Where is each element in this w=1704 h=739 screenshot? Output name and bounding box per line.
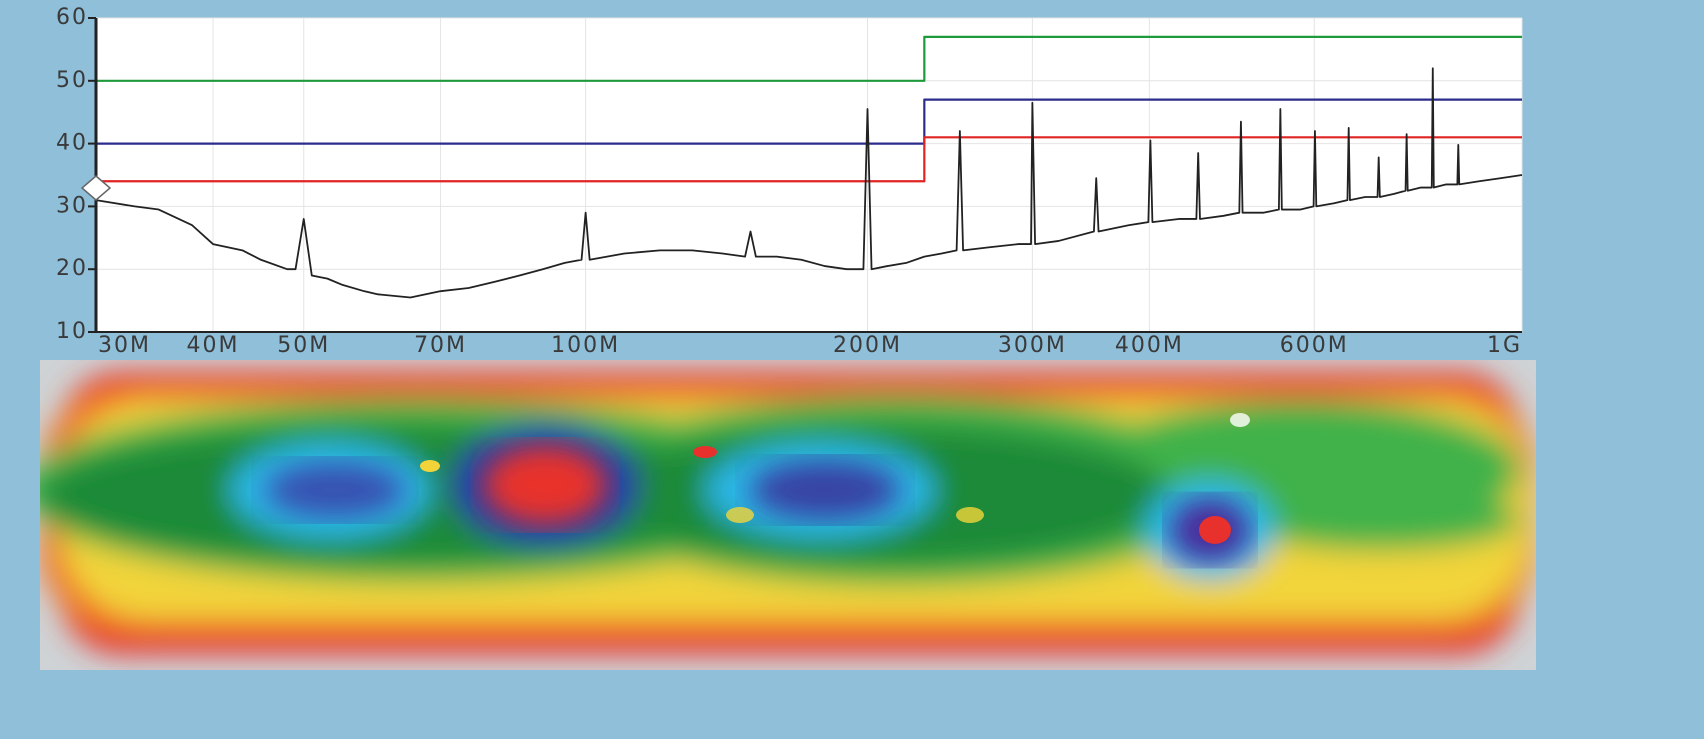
x-tick-label: 200M — [833, 333, 902, 358]
x-tick-label: 400M — [1115, 333, 1184, 358]
x-tick-label: 600M — [1280, 333, 1349, 358]
y-tick-label: 30 — [56, 193, 88, 218]
level-marker — [80, 175, 112, 201]
series-line — [96, 98, 1522, 145]
y-tick-label: 40 — [56, 131, 88, 156]
x-tick-label: 300M — [998, 333, 1067, 358]
x-tick-label: 70M — [414, 333, 467, 358]
x-tick-label: 30M — [98, 333, 151, 358]
y-tick-label: 60 — [56, 5, 88, 30]
x-tick-label: 50M — [277, 333, 330, 358]
x-tick-label: 40M — [186, 333, 239, 358]
series-line — [95, 67, 1523, 299]
x-tick-label: 1G — [1487, 333, 1522, 358]
heatmap — [40, 360, 1536, 670]
x-tick-label: 100M — [551, 333, 620, 358]
y-tick-label: 10 — [56, 319, 88, 344]
axes: 10 20 30 40 50 60 30M 40M 50M 70M 100M 200M 300M 400M… — [56, 5, 1522, 358]
y-tick-label: 20 — [56, 256, 88, 281]
series — [95, 35, 1523, 299]
y-tick-label: 50 — [56, 68, 88, 93]
plot-area — [96, 18, 1522, 332]
series-line — [96, 35, 1522, 82]
series-line — [96, 136, 1522, 183]
